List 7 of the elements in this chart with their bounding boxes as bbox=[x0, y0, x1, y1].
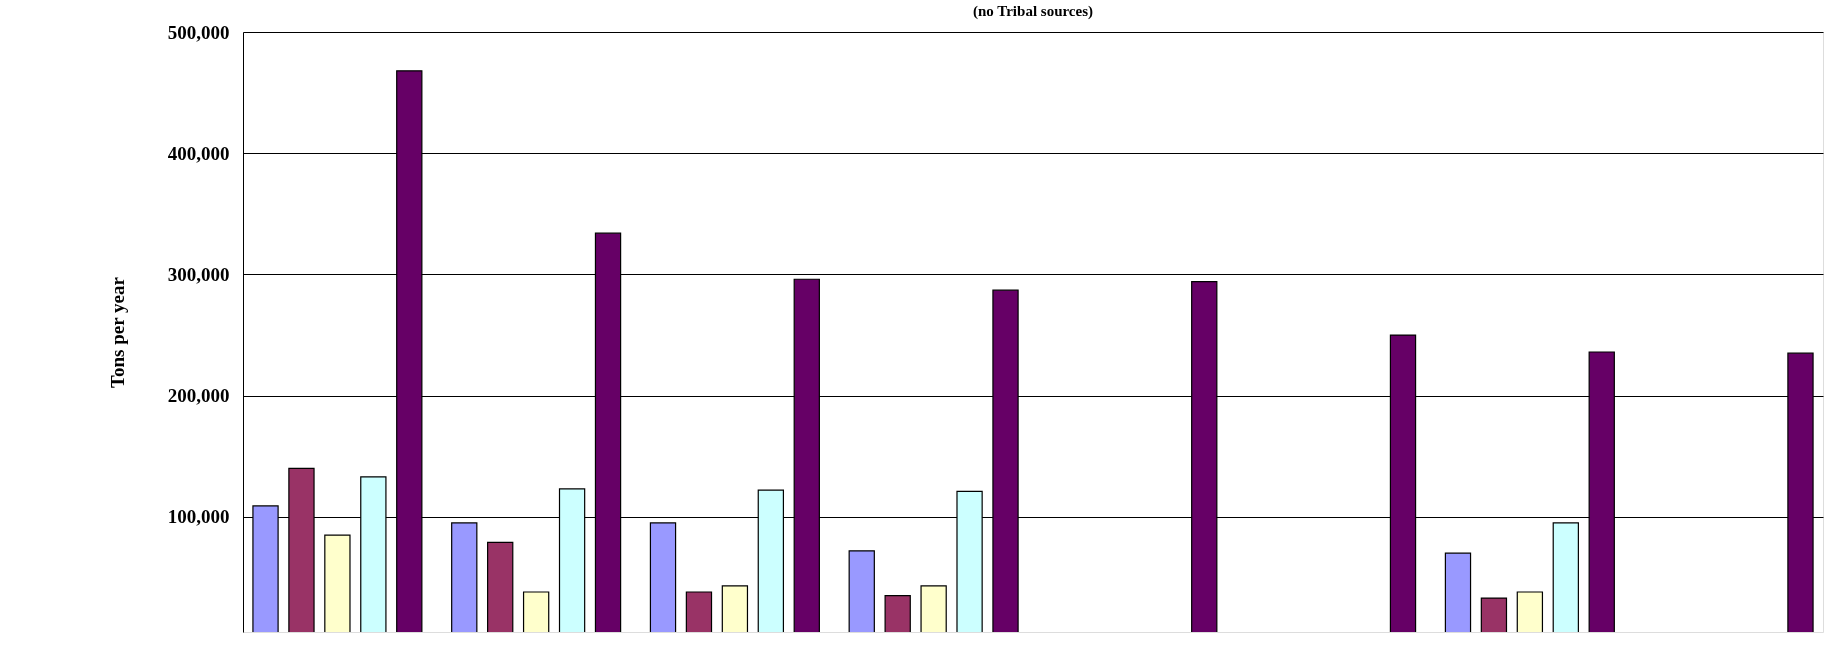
chart-title: (no Tribal sources) bbox=[972, 3, 1094, 20]
y-axis-title: Tons per year bbox=[106, 276, 128, 388]
y-tick-label: 100,000 bbox=[167, 506, 230, 528]
y-tick-label: 200,000 bbox=[167, 385, 230, 407]
y-tick-label: 500,000 bbox=[167, 21, 230, 43]
y-tick-label: 400,000 bbox=[167, 142, 230, 164]
y-tick-label: 300,000 bbox=[167, 263, 230, 285]
